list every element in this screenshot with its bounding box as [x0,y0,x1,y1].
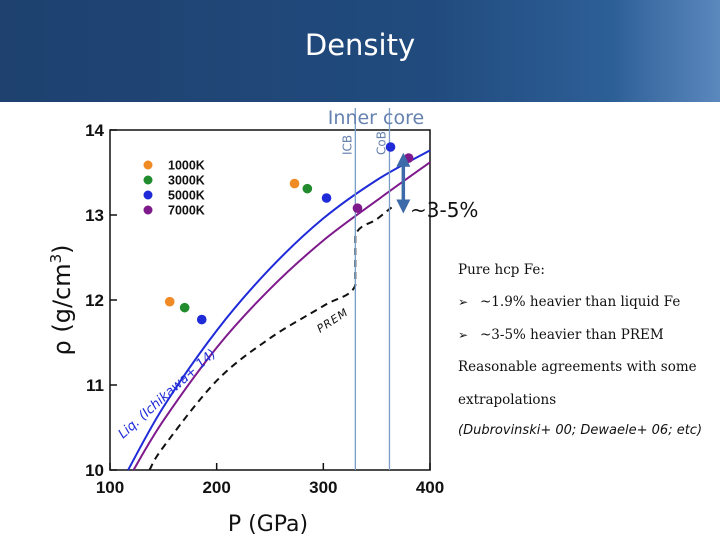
curve-prem [148,206,393,471]
y-axis-label-close: ) [48,244,76,253]
slide-title: Density [304,28,416,62]
data-point-1000k [164,296,175,307]
inner-core-label: Inner core [328,107,424,129]
legend-marker-3000k [143,175,153,185]
x-tick-label: 400 [416,478,444,497]
y-tick-label: 12 [85,291,104,310]
curve-1f2bd8 [127,149,431,471]
liquid-curve-label: Liq. (Ichikawa+ 14) [116,347,220,442]
legend-label-5000k: 5000K [168,189,205,203]
arrow-bullet-icon: ➢ [458,295,469,309]
notes-bullet: ➢ ~1.9% heavier than liquid Fe [458,294,680,310]
notes-bullet-text: ~1.9% heavier than liquid Fe [480,294,681,310]
boundary-label-cob: CoB [374,131,388,155]
x-tick-label: 200 [202,478,230,497]
arrow-bullet-icon: ➢ [458,328,469,342]
title-bar: Density [0,0,720,102]
data-point-1000k [289,178,300,189]
refs-open: ( [458,423,464,438]
y-tick-label: 10 [85,461,104,480]
legend-marker-1000k [143,160,153,170]
plot-frame [109,129,431,471]
notes-bullet: ➢ ~3-5% heavier than PREM [458,327,664,343]
legend-label-7000k: 7000K [168,204,205,218]
notes-bullet-text: ~3-5% heavier than PREM [480,327,664,343]
refs-text: Dubrovinski+ 00; Dewaele+ 06; etc [463,423,697,438]
y-axis-label-superscript: 3 [47,254,65,264]
refs-close: ) [696,423,703,438]
data-point-7000k [352,203,363,213]
notes-text: Reasonable agreements with some [458,359,697,375]
prem-label: PREM [315,306,351,336]
legend-label-3000k: 3000K [168,174,205,188]
y-axis-label-main: ρ (g/cm [48,263,76,355]
x-axis-label: P (GPa) [228,512,308,537]
y-tick-label: 11 [86,376,104,395]
boundary-label-icb: ICB [340,135,354,155]
legend-label-1000k: 1000K [168,159,205,173]
y-tick-label: 14 [85,121,104,140]
y-tick-label: 13 [85,206,104,225]
data-point-5000k [321,193,332,203]
data-point-3000k [302,183,313,194]
data-point-5000k [385,142,396,152]
notes-references: (Dubrovinski+ 00; Dewaele+ 06; etc) [458,423,702,438]
data-point-3000k [179,302,190,313]
data-point-5000k [196,314,207,325]
legend-marker-7000k [143,205,153,215]
x-tick-label: 100 [96,478,124,497]
legend-marker-5000k [143,190,153,200]
notes-text: extrapolations [458,392,557,408]
curve-7e1a8c [132,161,431,471]
data-point-7000k [403,153,414,163]
y-axis-label: ρ (g/cm3) [47,244,76,355]
difference-label: ~3-5% [410,198,478,222]
x-tick-label: 300 [309,478,337,497]
notes-heading: Pure hcp Fe: [458,262,545,278]
